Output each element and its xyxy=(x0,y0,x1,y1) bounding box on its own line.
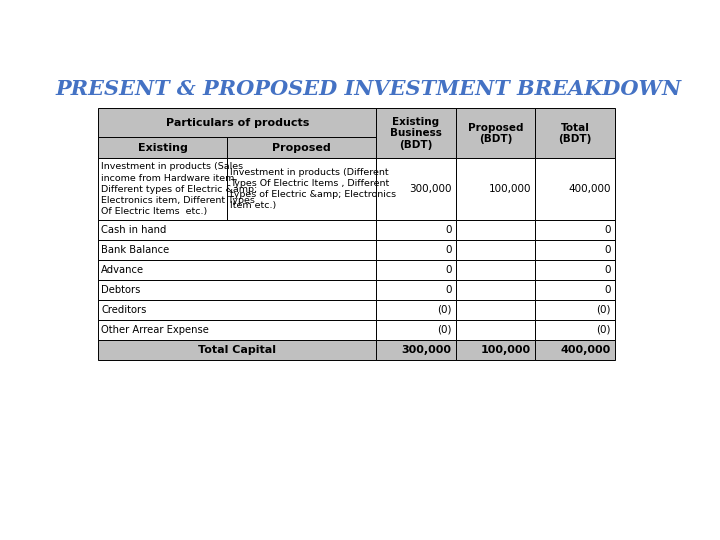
Text: Advance: Advance xyxy=(101,265,144,275)
Bar xyxy=(376,300,456,320)
Bar xyxy=(535,300,615,320)
Text: 100,000: 100,000 xyxy=(481,345,531,355)
Text: 400,000: 400,000 xyxy=(561,345,611,355)
Text: Existing: Existing xyxy=(138,143,188,152)
Bar xyxy=(99,320,376,340)
Bar xyxy=(535,280,615,300)
Text: Investment in products (Different
Types Of Electric Items , Different
types of E: Investment in products (Different Types … xyxy=(230,168,396,210)
Bar xyxy=(376,220,456,240)
Bar xyxy=(456,320,535,340)
Bar xyxy=(535,109,615,158)
Text: (0): (0) xyxy=(437,305,451,315)
Bar xyxy=(535,220,615,240)
Bar xyxy=(99,158,228,220)
Bar xyxy=(456,240,535,260)
Bar xyxy=(99,340,376,360)
Bar xyxy=(456,280,535,300)
Text: Bank Balance: Bank Balance xyxy=(101,245,169,255)
Text: 400,000: 400,000 xyxy=(568,184,611,194)
Bar xyxy=(456,220,535,240)
Bar xyxy=(228,137,376,158)
Text: Existing
Business
(BDT): Existing Business (BDT) xyxy=(390,117,442,150)
Bar xyxy=(376,240,456,260)
Text: 0: 0 xyxy=(445,245,451,255)
Text: 300,000: 300,000 xyxy=(402,345,451,355)
Bar xyxy=(456,340,535,360)
Text: PRESENT & PROPOSED INVESTMENT BREAKDOWN: PRESENT & PROPOSED INVESTMENT BREAKDOWN xyxy=(56,79,682,99)
Text: 100,000: 100,000 xyxy=(489,184,531,194)
Text: Total Capital: Total Capital xyxy=(198,345,276,355)
Bar xyxy=(376,340,456,360)
Bar xyxy=(376,320,456,340)
Text: 0: 0 xyxy=(604,245,611,255)
Text: 0: 0 xyxy=(604,225,611,235)
Text: 300,000: 300,000 xyxy=(409,184,451,194)
Text: 0: 0 xyxy=(445,225,451,235)
Bar xyxy=(535,260,615,280)
Bar xyxy=(535,240,615,260)
Bar xyxy=(228,158,376,220)
Bar xyxy=(376,109,456,158)
Text: 0: 0 xyxy=(445,285,451,295)
Text: (0): (0) xyxy=(596,325,611,335)
Bar xyxy=(99,220,376,240)
Bar xyxy=(99,137,228,158)
Text: Particulars of products: Particulars of products xyxy=(166,118,309,127)
Bar xyxy=(99,109,376,137)
Bar xyxy=(456,260,535,280)
Text: (0): (0) xyxy=(596,305,611,315)
Bar xyxy=(376,280,456,300)
Bar xyxy=(535,340,615,360)
Bar xyxy=(99,280,376,300)
Text: Total
(BDT): Total (BDT) xyxy=(558,123,592,144)
Bar xyxy=(99,240,376,260)
Text: Debtors: Debtors xyxy=(101,285,140,295)
Bar xyxy=(99,300,376,320)
Text: Cash in hand: Cash in hand xyxy=(101,225,166,235)
Bar xyxy=(376,158,456,220)
Text: Proposed
(BDT): Proposed (BDT) xyxy=(467,123,523,144)
Bar xyxy=(535,158,615,220)
Bar xyxy=(376,260,456,280)
Text: Investment in products (Sales
income from Hardware item,
Different types of Elec: Investment in products (Sales income fro… xyxy=(101,163,258,216)
Bar xyxy=(535,320,615,340)
Text: 0: 0 xyxy=(604,265,611,275)
Text: 0: 0 xyxy=(445,265,451,275)
Text: Proposed: Proposed xyxy=(272,143,331,152)
Bar xyxy=(99,260,376,280)
Text: Creditors: Creditors xyxy=(101,305,147,315)
Bar xyxy=(456,300,535,320)
Bar xyxy=(456,158,535,220)
Text: (0): (0) xyxy=(437,325,451,335)
Bar xyxy=(456,109,535,158)
Text: 0: 0 xyxy=(604,285,611,295)
Text: Other Arrear Expense: Other Arrear Expense xyxy=(101,325,209,335)
